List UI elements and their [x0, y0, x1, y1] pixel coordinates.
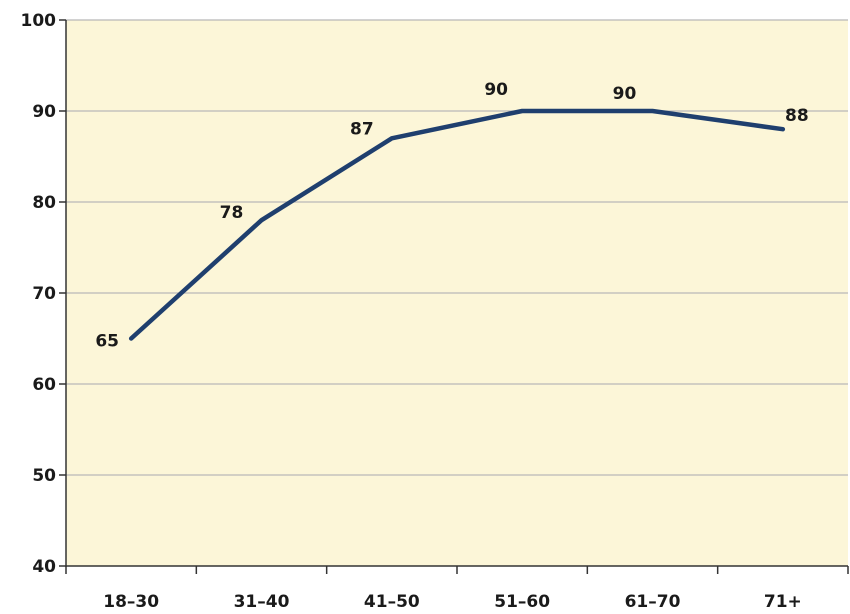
y-tick-label: 80 [32, 193, 56, 213]
data-label: 90 [484, 80, 508, 100]
x-tick-label: 61–70 [625, 592, 681, 612]
series-line [128, 108, 786, 341]
y-tick-label: 90 [32, 102, 56, 122]
x-tick-label: 41–50 [364, 592, 420, 612]
gridlines [66, 19, 848, 476]
y-tick-label: 50 [32, 466, 56, 486]
data-label: 78 [220, 203, 244, 223]
series [128, 108, 786, 341]
x-tick-label: 71+ [764, 592, 802, 612]
y-tick-label: 70 [32, 284, 56, 304]
data-label: 90 [613, 84, 637, 104]
y-tick-label: 100 [21, 11, 57, 31]
data-label: 65 [95, 332, 119, 352]
x-tick-label: 18–30 [103, 592, 159, 612]
x-axis-ticks: 18–30 31–40 41–50 51–60 61–70 71+ [65, 566, 849, 612]
y-tick-label: 60 [32, 375, 56, 395]
x-tick-label: 31–40 [234, 592, 290, 612]
data-label: 87 [350, 119, 374, 139]
data-labels: 65 78 87 90 90 88 [95, 80, 808, 352]
x-tick-label: 51–60 [494, 592, 550, 612]
data-label: 88 [785, 106, 809, 126]
y-axis-ticks: 40 50 60 70 80 90 100 [21, 11, 66, 577]
y-tick-label: 40 [32, 557, 56, 577]
